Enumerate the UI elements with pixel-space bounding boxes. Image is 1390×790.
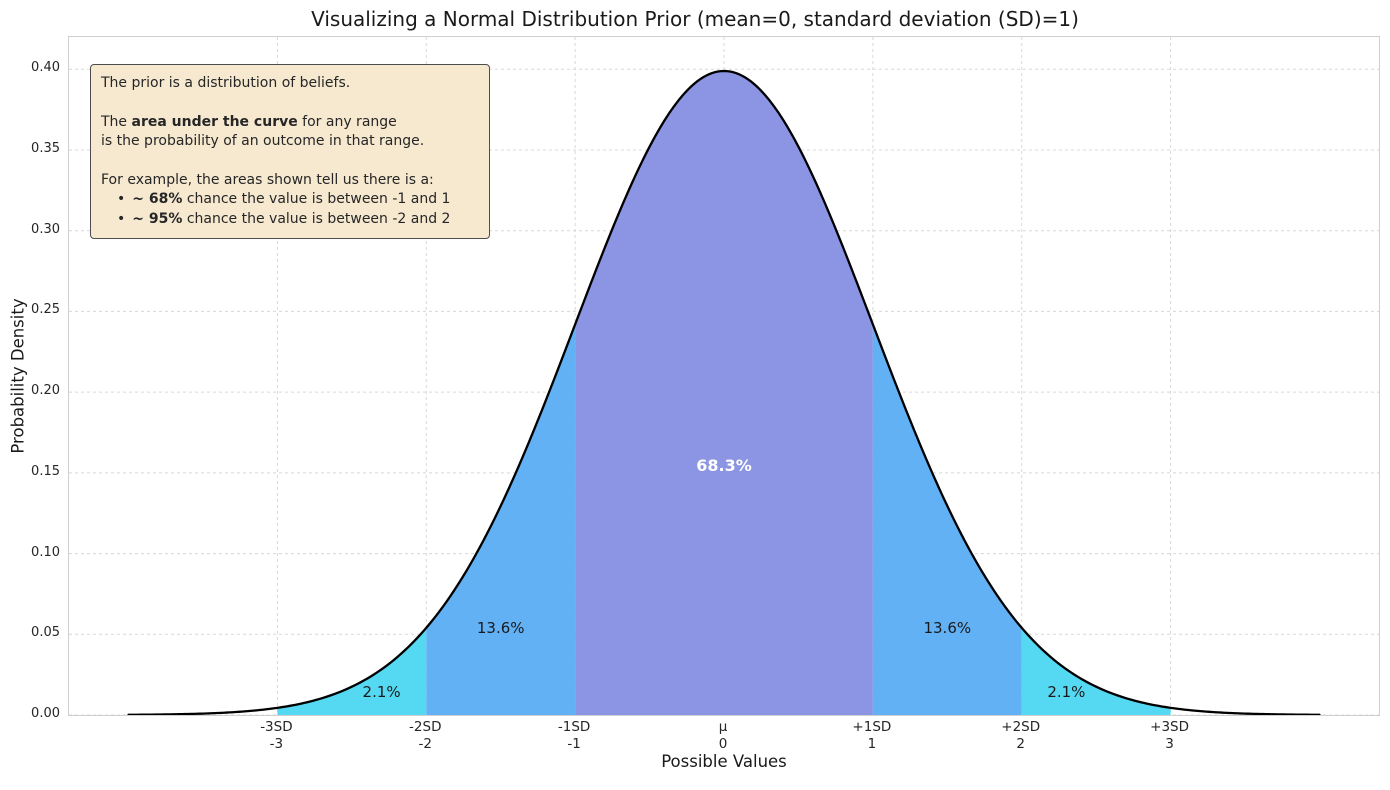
y-tick-label: 0.15 <box>31 463 60 479</box>
region-label-right-1to2sd: 13.6% <box>923 619 971 637</box>
bell-curve-path <box>127 69 1321 715</box>
annotation-line-2: The area under the curve for any range <box>101 113 397 130</box>
x-tick-value: 1 <box>867 736 877 752</box>
x-tick-sd-label: μ <box>718 719 728 735</box>
x-axis-label: Possible Values <box>661 752 787 771</box>
x-tick-sd-label: -3SD <box>260 719 293 735</box>
region-label-right-2to3sd: 2.1% <box>1047 683 1085 701</box>
x-tick-sd-label: -2SD <box>409 719 442 735</box>
x-tick-value: -1 <box>567 736 581 752</box>
plot-area: 68.3% 13.6% 13.6% 2.1% 2.1% <box>68 36 1380 716</box>
x-tick-label: +2SD 2 <box>976 719 1066 753</box>
x-tick-label: -2SD -2 <box>380 719 470 753</box>
region-label-left-1to2sd: 13.6% <box>477 619 525 637</box>
x-tick-label: -3SD -3 <box>231 719 321 753</box>
y-tick-label: 0.10 <box>31 544 60 560</box>
x-tick-sd-label: +3SD <box>1150 719 1190 735</box>
x-tick-sd-label: -1SD <box>557 719 591 735</box>
bullet-icon: • <box>117 191 126 208</box>
x-tick-value: 3 <box>1165 736 1174 752</box>
region-label-left-2to3sd: 2.1% <box>363 683 401 701</box>
annotation-box: The prior is a distribution of beliefs. … <box>90 64 490 240</box>
y-tick-label: 0.30 <box>31 221 60 237</box>
region-fill-left-2to3sd <box>277 627 427 715</box>
x-tick-label: +3SD 3 <box>1125 719 1215 753</box>
x-tick-value: 0 <box>718 736 728 752</box>
y-tick-label: 0.00 <box>31 706 60 721</box>
x-tick-sd-label: +2SD <box>1001 719 1041 735</box>
bullet-icon: • <box>117 210 126 227</box>
y-tick-label: 0.40 <box>31 60 60 76</box>
annotation-line-1: The prior is a distribution of beliefs. <box>101 75 351 91</box>
region-fill-right-2to3sd <box>1021 627 1171 715</box>
annotation-spacer <box>101 152 477 171</box>
y-tick-label: 0.25 <box>31 302 60 318</box>
annotation-bullet-1: • ~ 68% chance the value is between -1 an… <box>117 191 451 208</box>
annotation-line-4: For example, the areas shown tell us the… <box>101 172 434 188</box>
y-tick-label: 0.05 <box>31 625 60 641</box>
x-tick-value: -2 <box>418 736 432 752</box>
region-label-within-1sd: 68.3% <box>696 456 752 475</box>
x-tick-value: 2 <box>1016 736 1026 752</box>
annotation-line-3: is the probability of an outcome in that… <box>101 133 425 150</box>
plot-svg: 68.3% 13.6% 13.6% 2.1% 2.1% <box>69 37 1379 715</box>
x-tick-value: -3 <box>269 736 284 752</box>
y-tick-label: 0.20 <box>31 383 60 399</box>
x-tick-label: -1SD -1 <box>529 719 619 753</box>
y-axis-label: Probability Density <box>8 298 28 454</box>
x-tick-sd-label: +1SD <box>852 719 892 735</box>
region-fill-within-1sd <box>575 70 873 715</box>
chart-title: Visualizing a Normal Distribution Prior … <box>311 7 1079 31</box>
annotation-bullet-2: • ~ 95% chance the value is between -2 an… <box>117 210 451 227</box>
annotation-spacer <box>101 93 477 112</box>
y-tick-label: 0.35 <box>31 141 60 156</box>
x-tick-label: +1SD 1 <box>827 719 917 753</box>
